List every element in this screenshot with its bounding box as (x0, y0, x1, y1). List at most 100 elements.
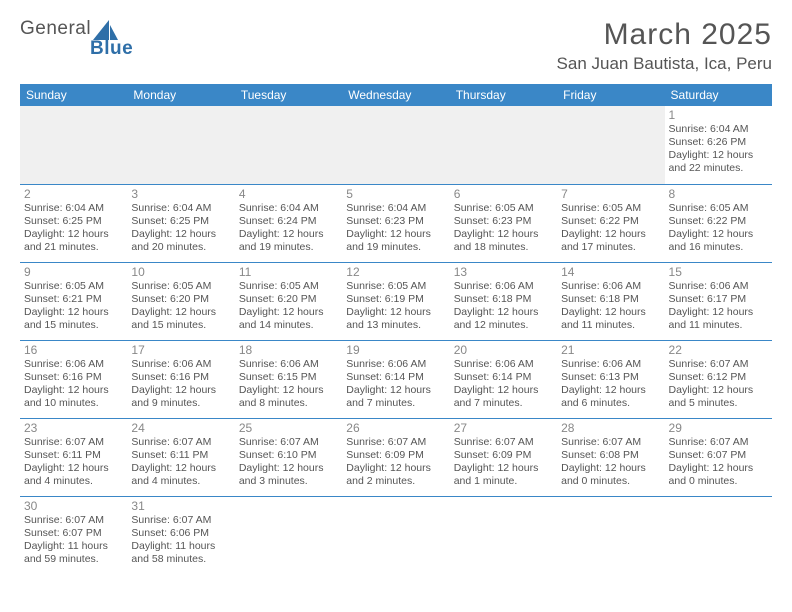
day-info-line: Daylight: 11 hours (24, 540, 123, 553)
day-info-line: Daylight: 12 hours (131, 462, 230, 475)
location: San Juan Bautista, Ica, Peru (557, 54, 772, 74)
day-info-line: and 0 minutes. (669, 475, 768, 488)
day-info-line: Sunrise: 6:06 AM (346, 358, 445, 371)
day-number: 8 (669, 187, 768, 201)
day-info-line: and 2 minutes. (346, 475, 445, 488)
day-info-line: Daylight: 12 hours (561, 228, 660, 241)
day-info-line: Daylight: 12 hours (454, 384, 553, 397)
day-cell: 12Sunrise: 6:05 AMSunset: 6:19 PMDayligh… (342, 262, 449, 340)
day-number: 29 (669, 421, 768, 435)
day-cell: 22Sunrise: 6:07 AMSunset: 6:12 PMDayligh… (665, 340, 772, 418)
day-number: 4 (239, 187, 338, 201)
day-cell: 18Sunrise: 6:06 AMSunset: 6:15 PMDayligh… (235, 340, 342, 418)
day-cell: 23Sunrise: 6:07 AMSunset: 6:11 PMDayligh… (20, 418, 127, 496)
col-saturday: Saturday (665, 84, 772, 106)
day-info-line: Sunset: 6:15 PM (239, 371, 338, 384)
day-info-line: Daylight: 12 hours (346, 228, 445, 241)
day-info-line: and 16 minutes. (669, 241, 768, 254)
day-cell: 5Sunrise: 6:04 AMSunset: 6:23 PMDaylight… (342, 184, 449, 262)
day-cell (235, 496, 342, 574)
day-info-line: Sunset: 6:10 PM (239, 449, 338, 462)
day-info-line: Sunrise: 6:05 AM (561, 202, 660, 215)
day-info-line: Sunset: 6:22 PM (561, 215, 660, 228)
day-info-line: and 7 minutes. (454, 397, 553, 410)
day-number: 12 (346, 265, 445, 279)
day-info-line: and 10 minutes. (24, 397, 123, 410)
day-info-line: Sunset: 6:23 PM (346, 215, 445, 228)
day-info-line: Sunrise: 6:05 AM (24, 280, 123, 293)
day-info-line: Daylight: 12 hours (669, 228, 768, 241)
day-info-line: and 19 minutes. (239, 241, 338, 254)
day-info-line: Sunrise: 6:07 AM (669, 436, 768, 449)
day-info-line: Daylight: 12 hours (24, 228, 123, 241)
day-info-line: Daylight: 12 hours (131, 228, 230, 241)
week-row: 30Sunrise: 6:07 AMSunset: 6:07 PMDayligh… (20, 496, 772, 574)
week-row: 2Sunrise: 6:04 AMSunset: 6:25 PMDaylight… (20, 184, 772, 262)
day-info-line: Sunrise: 6:06 AM (561, 280, 660, 293)
day-info-line: and 17 minutes. (561, 241, 660, 254)
day-info-line: and 6 minutes. (561, 397, 660, 410)
day-info-line: Daylight: 12 hours (346, 384, 445, 397)
day-info-line: Sunset: 6:06 PM (131, 527, 230, 540)
day-info-line: and 19 minutes. (346, 241, 445, 254)
day-info-line: Sunrise: 6:07 AM (454, 436, 553, 449)
day-cell (342, 496, 449, 574)
day-cell: 21Sunrise: 6:06 AMSunset: 6:13 PMDayligh… (557, 340, 664, 418)
title-block: March 2025 San Juan Bautista, Ica, Peru (557, 18, 772, 74)
day-info-line: Sunset: 6:12 PM (669, 371, 768, 384)
day-info-line: Sunset: 6:19 PM (346, 293, 445, 306)
day-info-line: and 4 minutes. (131, 475, 230, 488)
day-cell: 14Sunrise: 6:06 AMSunset: 6:18 PMDayligh… (557, 262, 664, 340)
day-info-line: Daylight: 12 hours (24, 384, 123, 397)
day-info-line: Sunset: 6:16 PM (131, 371, 230, 384)
day-info-line: and 11 minutes. (669, 319, 768, 332)
day-cell: 4Sunrise: 6:04 AMSunset: 6:24 PMDaylight… (235, 184, 342, 262)
day-number: 3 (131, 187, 230, 201)
day-cell (450, 496, 557, 574)
week-row: 9Sunrise: 6:05 AMSunset: 6:21 PMDaylight… (20, 262, 772, 340)
header-row: Sunday Monday Tuesday Wednesday Thursday… (20, 84, 772, 106)
day-info-line: Sunrise: 6:05 AM (346, 280, 445, 293)
day-cell (20, 106, 127, 184)
day-info-line: Sunrise: 6:05 AM (669, 202, 768, 215)
day-number: 23 (24, 421, 123, 435)
calendar-body: 1Sunrise: 6:04 AMSunset: 6:26 PMDaylight… (20, 106, 772, 574)
day-info-line: Daylight: 12 hours (561, 384, 660, 397)
day-cell (557, 106, 664, 184)
day-info-line: Sunrise: 6:06 AM (669, 280, 768, 293)
day-cell: 9Sunrise: 6:05 AMSunset: 6:21 PMDaylight… (20, 262, 127, 340)
day-cell: 2Sunrise: 6:04 AMSunset: 6:25 PMDaylight… (20, 184, 127, 262)
day-info-line: Sunset: 6:26 PM (669, 136, 768, 149)
col-monday: Monday (127, 84, 234, 106)
day-info-line: and 9 minutes. (131, 397, 230, 410)
day-info-line: Sunset: 6:17 PM (669, 293, 768, 306)
day-cell: 1Sunrise: 6:04 AMSunset: 6:26 PMDaylight… (665, 106, 772, 184)
day-number: 16 (24, 343, 123, 357)
day-number: 2 (24, 187, 123, 201)
day-info-line: and 13 minutes. (346, 319, 445, 332)
day-info-line: Daylight: 12 hours (346, 306, 445, 319)
day-cell (235, 106, 342, 184)
day-info-line: Daylight: 12 hours (669, 149, 768, 162)
day-cell: 10Sunrise: 6:05 AMSunset: 6:20 PMDayligh… (127, 262, 234, 340)
day-info-line: Sunrise: 6:07 AM (346, 436, 445, 449)
day-info-line: and 4 minutes. (24, 475, 123, 488)
day-info-line: Daylight: 12 hours (454, 462, 553, 475)
col-sunday: Sunday (20, 84, 127, 106)
day-info-line: and 58 minutes. (131, 553, 230, 566)
day-info-line: Sunrise: 6:07 AM (561, 436, 660, 449)
day-number: 5 (346, 187, 445, 201)
day-info-line: and 12 minutes. (454, 319, 553, 332)
day-cell: 29Sunrise: 6:07 AMSunset: 6:07 PMDayligh… (665, 418, 772, 496)
col-thursday: Thursday (450, 84, 557, 106)
day-number: 28 (561, 421, 660, 435)
day-number: 21 (561, 343, 660, 357)
day-info-line: Sunset: 6:11 PM (131, 449, 230, 462)
day-info-line: Daylight: 12 hours (239, 228, 338, 241)
header: General Blue March 2025 San Juan Bautist… (20, 18, 772, 74)
day-info-line: Sunrise: 6:06 AM (454, 358, 553, 371)
day-number: 15 (669, 265, 768, 279)
day-info-line: Sunset: 6:21 PM (24, 293, 123, 306)
week-row: 1Sunrise: 6:04 AMSunset: 6:26 PMDaylight… (20, 106, 772, 184)
day-cell: 28Sunrise: 6:07 AMSunset: 6:08 PMDayligh… (557, 418, 664, 496)
